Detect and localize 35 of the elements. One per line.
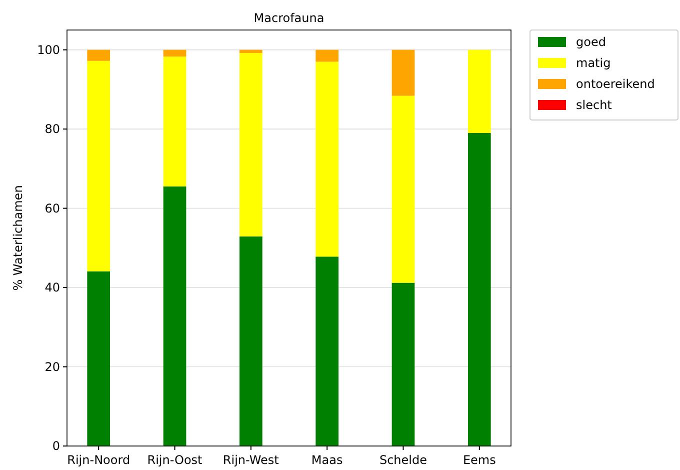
bar [87,60,110,272]
legend-label: matig [576,56,611,70]
bar [316,62,338,257]
bar [316,256,338,446]
x-tick-label: Schelde [379,453,428,467]
y-tick-label: 20 [44,360,60,374]
x-tick-label: Rijn-Oost [147,453,203,467]
bar [87,50,110,61]
y-tick-label: 100 [37,43,60,58]
legend-label: goed [576,35,606,50]
bar [316,50,338,62]
bar [468,50,491,134]
legend-label: ontoereikend [576,77,655,92]
bar [392,282,415,446]
x-tick-label: Rijn-Noord [67,453,130,467]
legend-label: slecht [576,98,612,112]
y-tick-label: 80 [44,122,60,136]
bar [392,50,415,96]
chart-title: Macrofauna [254,11,324,25]
y-tick-label: 60 [44,201,60,216]
bar [163,56,186,186]
y-tick-label: 0 [52,439,60,454]
x-tick-label: Maas [311,453,343,467]
y-tick-label: 40 [44,280,60,295]
bar [239,236,262,446]
x-tick-label: Eems [462,453,496,467]
x-tick-label: Rijn-West [222,453,280,467]
bar [468,133,491,446]
bar [163,50,186,57]
y-axis-title: % Waterlichamen [11,185,25,291]
bar [392,96,415,283]
bar [87,271,110,446]
bar [239,50,262,53]
bar [163,186,186,446]
bar [239,52,262,236]
